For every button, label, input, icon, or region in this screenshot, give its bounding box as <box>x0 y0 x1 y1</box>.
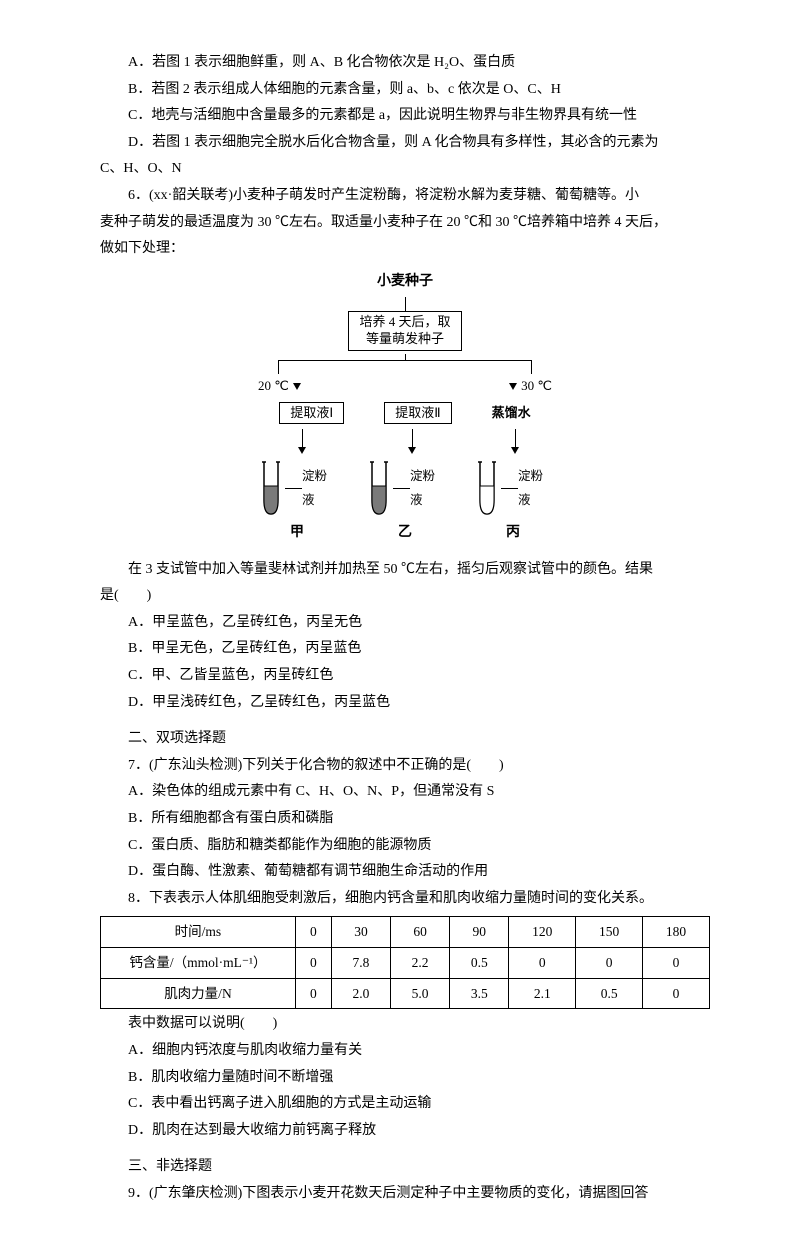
tube-bing-icon <box>472 460 501 518</box>
th-60: 60 <box>391 917 450 948</box>
q8-optD: D．肌肉在达到最大收缩力前钙离子释放 <box>100 1118 710 1145</box>
q6-optC: C．甲、乙皆呈蓝色，丙呈砖红色 <box>100 663 710 690</box>
table-row: 钙含量/（mmol·mL⁻¹） 0 7.8 2.2 0.5 0 0 0 <box>101 948 710 979</box>
q7-optC: C．蛋白质、脂肪和糖类都能作为细胞的能源物质 <box>100 833 710 860</box>
cell: 0.5 <box>450 948 509 979</box>
distilled-water: 蒸馏水 <box>492 405 531 420</box>
starch-label-1: 淀粉液 <box>302 465 338 513</box>
q5-optD-line2: C、H、O、N <box>100 156 710 183</box>
cell: 2.0 <box>331 978 390 1009</box>
extract-1: 提取液Ⅰ <box>279 402 344 425</box>
th-180: 180 <box>643 917 710 948</box>
q6-stem-l3: 做如下处理： <box>100 236 710 263</box>
q6-diagram: 小麦种子 培养 4 天后，取 等量萌发种子 20 ℃ 30 ℃ 提取液Ⅰ <box>100 269 710 547</box>
q8-stem: 8．下表表示人体肌细胞受刺激后，细胞内钙含量和肌肉收缩力量随时间的变化关系。 <box>100 886 710 913</box>
tube-label-yi: 乙 <box>398 520 412 547</box>
cell: 0 <box>295 978 331 1009</box>
q8-optA: A．细胞内钙浓度与肌肉收缩力量有关 <box>100 1038 710 1065</box>
q5-optD-line1: D．若图 1 表示细胞完全脱水后化合物含量，则 A 化合物具有多样性，其必含的元… <box>100 130 710 157</box>
q7-optB: B．所有细胞都含有蛋白质和磷脂 <box>100 806 710 833</box>
starch-label-2: 淀粉液 <box>410 465 446 513</box>
tube-label-bing: 丙 <box>506 520 520 547</box>
q6-optB: B．甲呈无色，乙呈砖红色，丙呈蓝色 <box>100 636 710 663</box>
extract-2: 提取液Ⅱ <box>384 402 451 425</box>
th-150: 150 <box>576 917 643 948</box>
q6-optD: D．甲呈浅砖红色，乙呈砖红色，丙呈蓝色 <box>100 690 710 717</box>
q5-optC: C．地壳与活细胞中含量最多的元素都是 a，因此说明生物界与非生物界具有统一性 <box>100 103 710 130</box>
cell: 7.8 <box>331 948 390 979</box>
cell: 0 <box>576 948 643 979</box>
section-3-title: 三、非选择题 <box>100 1154 710 1181</box>
cell: 0 <box>295 948 331 979</box>
q7-stem: 7．(广东汕头检测)下列关于化合物的叙述中不正确的是( ) <box>100 753 710 780</box>
cell: 0 <box>643 978 710 1009</box>
cell: 0.5 <box>576 978 643 1009</box>
cell: 2.1 <box>509 978 576 1009</box>
q9-stem: 9．(广东肇庆检测)下图表示小麦开花数天后测定种子中主要物质的变化，请据图回答 <box>100 1181 710 1208</box>
th-time: 时间/ms <box>101 917 296 948</box>
q5-optA: A．若图 1 表示细胞鲜重，则 A、B 化合物依次是 H₂O、蛋白质 <box>100 50 710 77</box>
q8-optB: B．肌肉收缩力量随时间不断增强 <box>100 1065 710 1092</box>
q7-optD: D．蛋白酶、性激素、葡萄糖都有调节细胞生命活动的作用 <box>100 859 710 886</box>
row1-head: 钙含量/（mmol·mL⁻¹） <box>101 948 296 979</box>
cell: 0 <box>643 948 710 979</box>
table-row: 肌肉力量/N 0 2.0 5.0 3.5 2.1 0.5 0 <box>101 978 710 1009</box>
q6-stem-l2: 麦种子萌发的最适温度为 30 ℃左右。取适量小麦种子在 20 ℃和 30 ℃培养… <box>100 210 710 237</box>
q5-optB: B．若图 2 表示组成人体细胞的元素含量，则 a、b、c 依次是 O、C、H <box>100 77 710 104</box>
th-120: 120 <box>509 917 576 948</box>
q6-stem-l1: 6．(xx·韶关联考)小麦种子萌发时产生淀粉酶，将淀粉水解为麦芽糖、葡萄糖等。小 <box>100 183 710 210</box>
q8-table: 时间/ms 0 30 60 90 120 150 180 钙含量/（mmol·m… <box>100 916 710 1009</box>
q6-post-l2: 是( ) <box>100 583 710 610</box>
q8-post: 表中数据可以说明( ) <box>100 1011 710 1038</box>
cell: 2.2 <box>391 948 450 979</box>
diagram-box: 培养 4 天后，取 等量萌发种子 <box>348 311 461 351</box>
q8-optC: C．表中看出钙离子进入肌细胞的方式是主动运输 <box>100 1091 710 1118</box>
th-90: 90 <box>450 917 509 948</box>
tube-label-jia: 甲 <box>290 520 304 547</box>
row2-head: 肌肉力量/N <box>101 978 296 1009</box>
table-row: 时间/ms 0 30 60 90 120 150 180 <box>101 917 710 948</box>
tube-yi-icon <box>364 460 393 518</box>
q6-post-l1: 在 3 支试管中加入等量斐林试剂并加热至 50 ℃左右，摇匀后观察试管中的颜色。… <box>100 557 710 584</box>
diagram-title: 小麦种子 <box>256 269 554 296</box>
starch-label-3: 淀粉液 <box>518 465 554 513</box>
q6-optA: A．甲呈蓝色，乙呈砖红色，丙呈无色 <box>100 610 710 637</box>
th-30: 30 <box>331 917 390 948</box>
q7-optA: A．染色体的组成元素中有 C、H、O、N、P，但通常没有 S <box>100 779 710 806</box>
cell: 0 <box>509 948 576 979</box>
cell: 5.0 <box>391 978 450 1009</box>
temp-20: 20 ℃ <box>258 374 289 399</box>
temp-30: 30 ℃ <box>521 374 552 399</box>
th-0: 0 <box>295 917 331 948</box>
tube-jia-icon <box>256 460 285 518</box>
section-2-title: 二、双项选择题 <box>100 726 710 753</box>
cell: 3.5 <box>450 978 509 1009</box>
